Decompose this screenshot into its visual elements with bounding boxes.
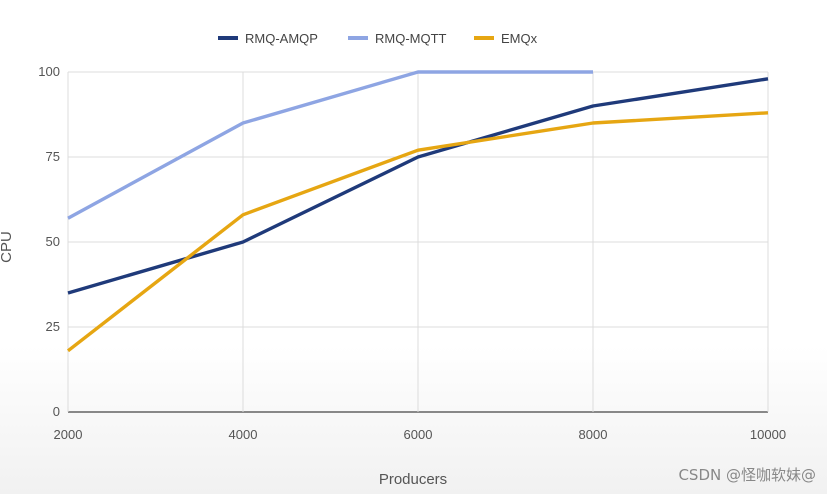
x-tick-label: 10000 [750, 427, 786, 442]
grid [67, 71, 769, 413]
x-tick-label: 4000 [229, 427, 258, 442]
x-tick-label: 2000 [54, 427, 83, 442]
series-line-emqx [66, 111, 769, 353]
x-tick-label: 6000 [404, 427, 433, 442]
series-lines [66, 70, 769, 353]
legend-item: RMQ-AMQP [218, 31, 318, 46]
y-tick-label: 25 [46, 319, 60, 334]
y-tick-label: 75 [46, 149, 60, 164]
y-tick-label: 0 [53, 404, 60, 419]
x-tick-label: 8000 [579, 427, 608, 442]
y-tick-label: 100 [38, 64, 60, 79]
axes: 0 25 50 75 100 2000 4000 6000 8000 10000 [38, 64, 786, 442]
watermark: CSDN @怪咖软妹@ [678, 466, 816, 484]
series-line-rmq-mqtt [67, 70, 593, 220]
legend: RMQ-AMQP RMQ-MQTT EMQx [218, 31, 538, 46]
y-axis-title: CPU [0, 231, 15, 263]
legend-label: RMQ-MQTT [375, 31, 447, 46]
x-axis-title: Producers [379, 471, 447, 488]
legend-label: EMQx [501, 31, 538, 46]
legend-item: EMQx [474, 31, 538, 46]
y-tick-label: 50 [46, 234, 60, 249]
legend-label: RMQ-AMQP [245, 31, 318, 46]
legend-item: RMQ-MQTT [348, 31, 447, 46]
